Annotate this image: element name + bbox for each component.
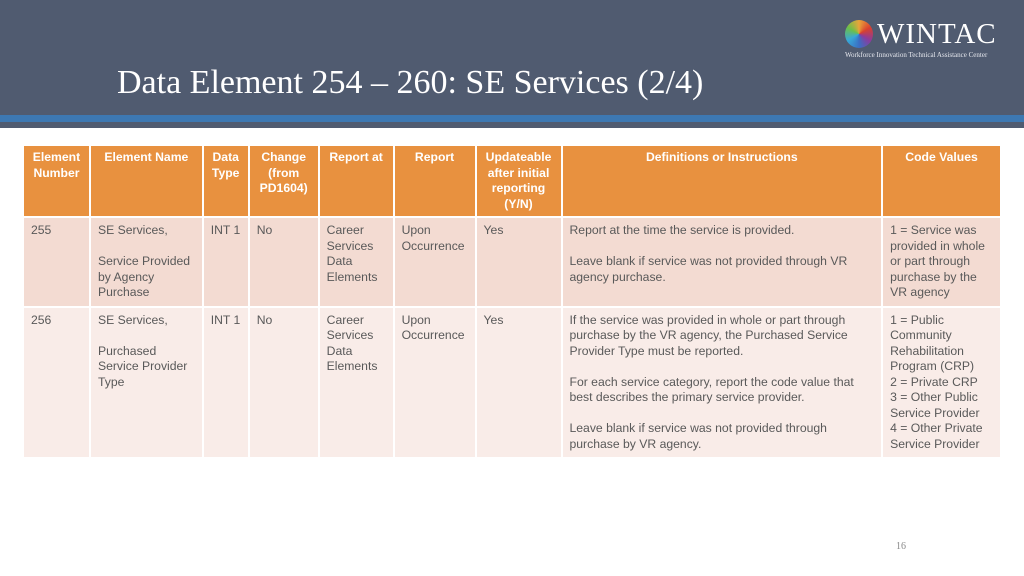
cell-paragraph: 3 = Other Public Service Provider [890,390,980,420]
cell-report-at: Career Services Data Elements [317,216,395,308]
cell-paragraph: 2 = Private CRP [890,374,978,389]
cell-updateable: Yes [474,216,563,308]
divider [0,122,1024,128]
cell-number: 256 [22,305,91,459]
cell-change: No [247,305,320,459]
logo-word: WINTAC [877,18,997,50]
title-bar [0,0,1024,116]
cell-name: SE Services, Purchased Service Provider T… [88,305,204,459]
cell-report: Upon Occurrence [392,305,477,459]
cell-paragraph: 1 = Service was provided in whole or par… [890,223,985,299]
table-row: 256 SE Services, Purchased Service Provide… [22,305,1002,459]
logo-subtitle: Workforce Innovation Technical Assistanc… [845,51,988,59]
cell-paragraph: For each service category, report the co… [569,374,854,405]
cell-paragraph: 4 = Other Private Service Provider [890,421,983,451]
page-title: Data Element 254 – 260: SE Services (2/4… [117,64,704,101]
cell-codes: 1 = Service was provided in whole or par… [881,216,1002,308]
column-header: Change (from PD1604) [247,146,320,218]
column-header: Updateable after initial reporting (Y/N) [474,146,563,218]
table-row: 255 SE Services, Service Provided by Agenc… [22,216,1002,308]
column-header: Data Type [201,146,250,218]
cell-definitions: If the service was provided in whole or … [560,305,884,459]
cell-type: INT 1 [201,305,250,459]
page-number: 16 [896,541,906,552]
cell-report-at: Career Services Data Elements [317,305,395,459]
data-element-table: Element Number Element Name Data Type Chang… [22,146,1002,459]
accent-stripe [0,115,1024,122]
column-header: Code Values [881,146,1002,218]
cell-paragraph: Leave blank if service was not provided … [569,421,827,451]
cell-paragraph: Leave blank if service was not provided … [569,254,848,284]
wintac-logo: WINTAC Workforce Innovation Technical As… [845,18,1015,60]
cell-paragraph: 1 = Public Community Rehabilitation Prog… [890,312,975,374]
cell-paragraph: SE Services, [97,312,168,327]
column-header: Element Name [88,146,204,218]
column-header: Report at [317,146,395,218]
column-header: Element Number [22,146,91,218]
cell-change: No [247,216,320,308]
cell-name: SE Services, Service Provided by Agency P… [88,216,204,308]
cell-type: INT 1 [201,216,250,308]
cell-paragraph: Service Provided by Agency Purchase [97,254,191,299]
cell-report: Upon Occurrence [392,216,477,308]
cell-paragraph: SE Services, [97,223,168,237]
cell-codes: 1 = Public Community Rehabilitation Prog… [881,305,1002,459]
cell-paragraph: Report at the time the service is provid… [569,223,795,237]
cell-paragraph: Purchased Service Provider Type [97,343,188,389]
cell-updateable: Yes [474,305,563,459]
cell-definitions: Report at the time the service is provid… [560,216,884,308]
column-header: Definitions or Instructions [560,146,884,218]
cell-number: 255 [22,216,91,308]
cell-paragraph: If the service was provided in whole or … [569,312,848,358]
logo-mark-icon [845,20,873,48]
column-header: Report [392,146,477,218]
